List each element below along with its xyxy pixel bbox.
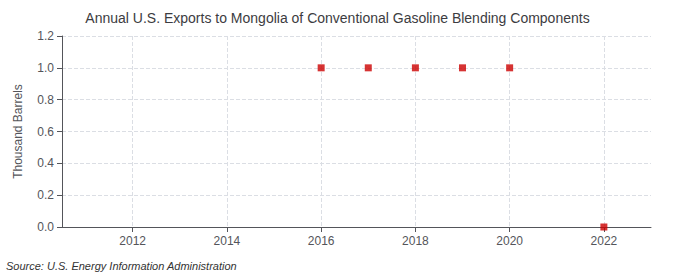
svg-text:0.6: 0.6: [37, 125, 54, 139]
svg-text:2018: 2018: [402, 234, 429, 248]
svg-text:Annual U.S. Exports to Mongoli: Annual U.S. Exports to Mongolia of Conve…: [85, 10, 589, 26]
svg-text:0.4: 0.4: [37, 156, 54, 170]
svg-text:0.2: 0.2: [37, 188, 54, 202]
svg-text:Thousand Barrels: Thousand Barrels: [11, 84, 25, 179]
svg-text:1.2: 1.2: [37, 29, 54, 43]
svg-text:Source: U.S. Energy Informatio: Source: U.S. Energy Information Administ…: [6, 260, 237, 272]
svg-text:2020: 2020: [496, 234, 523, 248]
svg-text:2016: 2016: [308, 234, 335, 248]
svg-text:2012: 2012: [119, 234, 146, 248]
svg-text:2022: 2022: [591, 234, 618, 248]
svg-text:1.0: 1.0: [37, 61, 54, 75]
svg-text:0.8: 0.8: [37, 93, 54, 107]
svg-text:2014: 2014: [214, 234, 241, 248]
svg-text:0.0: 0.0: [37, 220, 54, 234]
